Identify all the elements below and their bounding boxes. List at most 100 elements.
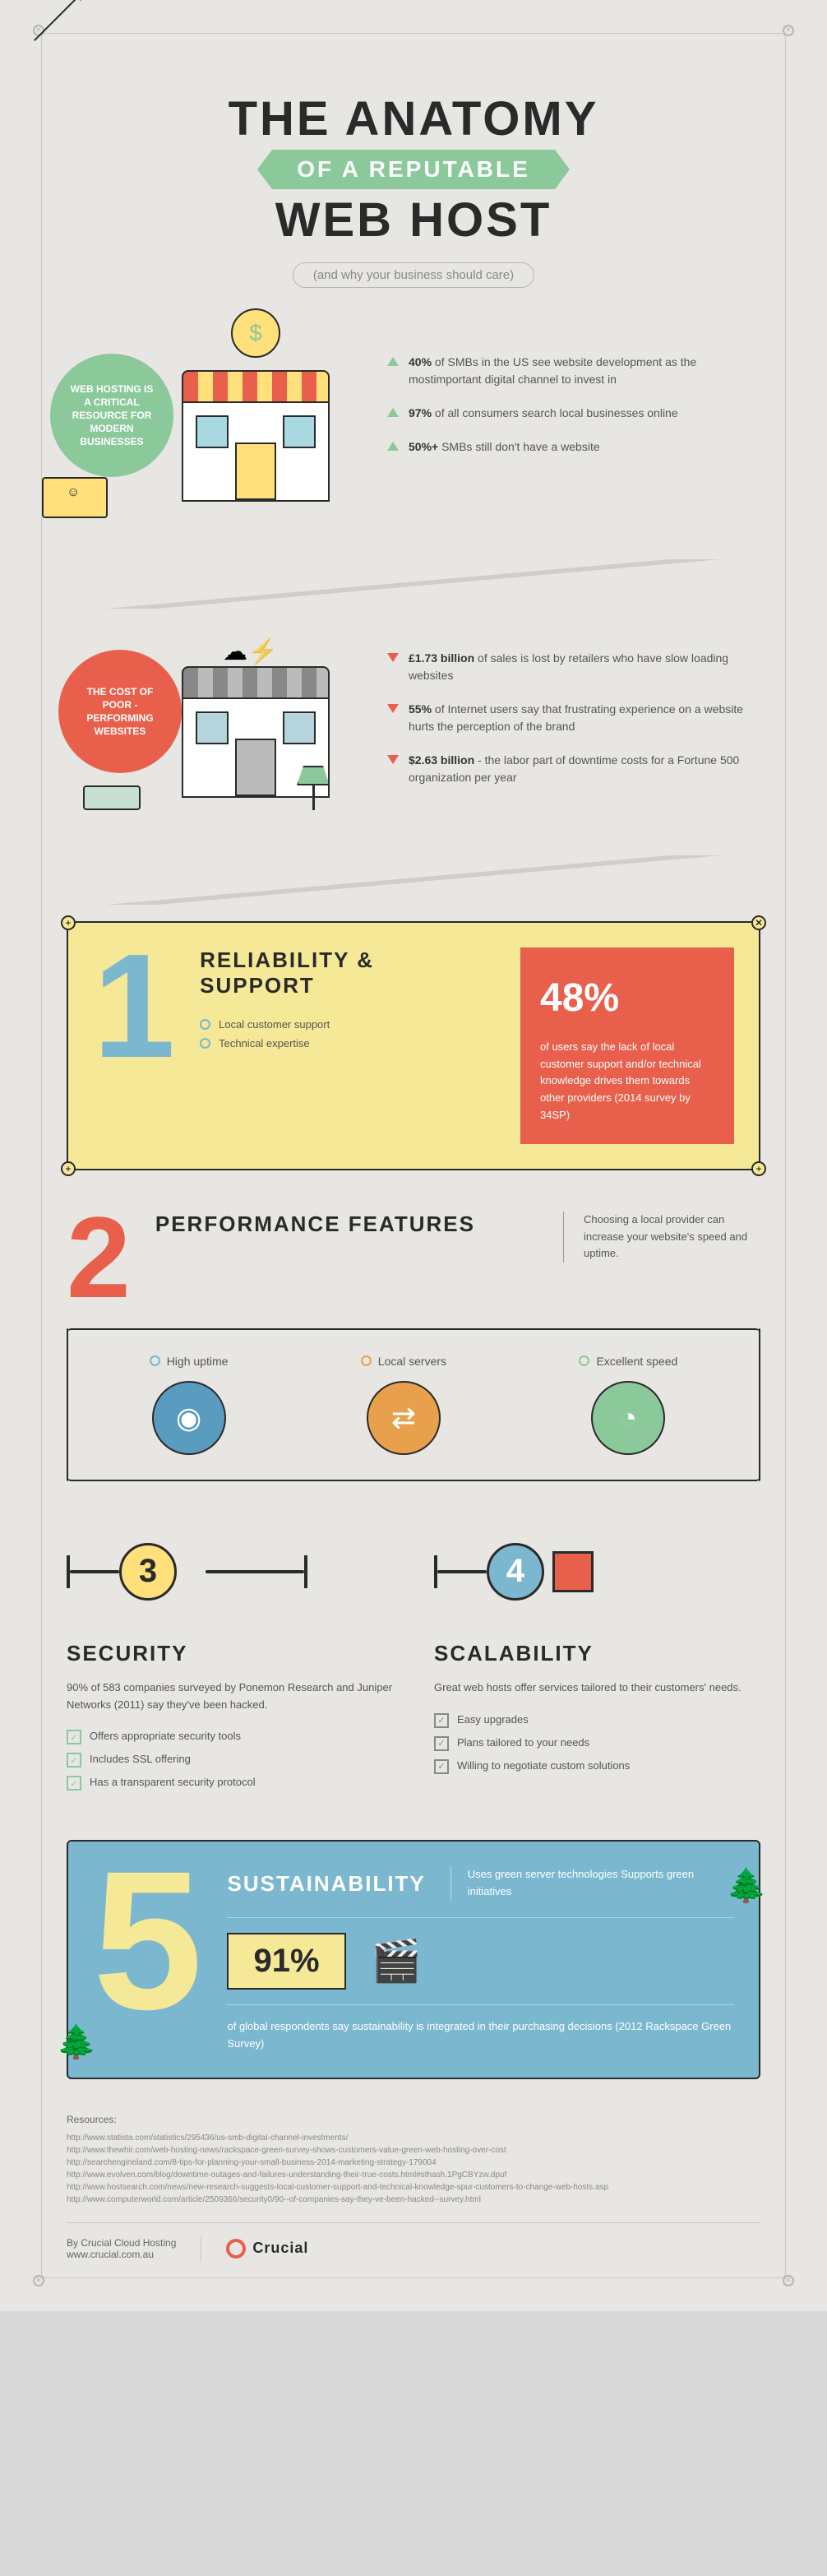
fact-text: 55% of Internet users say that frustrati… bbox=[409, 701, 760, 735]
section-4-desc: Great web hosts offer services tailored … bbox=[434, 1679, 760, 1697]
bullet-item: Local customer support bbox=[200, 1018, 496, 1031]
section-3-desc: 90% of 583 companies surveyed by Ponemon… bbox=[67, 1679, 393, 1714]
feature-icon: ◔ bbox=[591, 1381, 665, 1455]
intro-section-2: THE COST OF POOR - PERFORMING WEBSITES ☁… bbox=[67, 625, 760, 822]
section-number-4: 4 bbox=[487, 1543, 544, 1601]
brand-logo: Crucial bbox=[226, 2239, 308, 2259]
triangle-up-icon bbox=[387, 357, 399, 366]
bullet-item: Technical expertise bbox=[200, 1037, 496, 1049]
fact-item: 40% of SMBs in the US see website develo… bbox=[387, 354, 760, 388]
fact-item: 50%+ SMBs still don't have a website bbox=[387, 438, 760, 456]
title-banner: OF A REPUTABLE bbox=[272, 150, 555, 189]
triangle-down-icon bbox=[387, 704, 399, 713]
check-item: Offers appropriate security tools bbox=[67, 1730, 393, 1744]
fact-item: 97% of all consumers search local busine… bbox=[387, 405, 760, 422]
title-line3: WEB HOST bbox=[67, 192, 760, 248]
section-3-title: SECURITY bbox=[67, 1641, 393, 1666]
resources-heading: Resources: bbox=[67, 2112, 760, 2127]
section-number-1: 1 bbox=[93, 947, 175, 1144]
footer-byline: By Crucial Cloud Hosting bbox=[67, 2237, 176, 2249]
intro-section-1: $ WEB HOSTING IS A CRITICAL RESOURCE FOR… bbox=[67, 329, 760, 526]
infographic-page: THE ANATOMY OF A REPUTABLE WEB HOST (and… bbox=[0, 0, 827, 2311]
check-item: Willing to negotiate custom solutions bbox=[434, 1759, 760, 1774]
footer-url: www.crucial.com.au bbox=[67, 2249, 176, 2260]
check-item: Plans tailored to your needs bbox=[434, 1736, 760, 1751]
laptop-icon bbox=[42, 477, 108, 518]
corner-bolt-icon: + bbox=[61, 1161, 76, 1176]
section-number-2: 2 bbox=[67, 1212, 131, 1304]
check-item: Has a transparent security protocol bbox=[67, 1776, 393, 1791]
feature-icon: ◉ bbox=[152, 1381, 226, 1455]
triangle-up-icon bbox=[387, 442, 399, 451]
section-number-5: 5 bbox=[93, 1866, 202, 2052]
router-icon bbox=[83, 785, 141, 810]
fact-text: 97% of all consumers search local busine… bbox=[409, 405, 678, 422]
section-1-reliability: + ✕ + + 1 RELIABILITY & SUPPORT Local cu… bbox=[67, 921, 760, 1170]
section-number-3: 3 bbox=[119, 1543, 177, 1601]
lamp-icon bbox=[297, 766, 330, 810]
corner-screw-icon bbox=[33, 2275, 44, 2286]
storm-cloud-icon: ☁⚡ bbox=[223, 637, 278, 666]
storefront-icon bbox=[182, 370, 330, 502]
badge-cost-poor: THE COST OF POOR - PERFORMING WEBSITES bbox=[58, 650, 182, 773]
feature-label: High uptime bbox=[150, 1355, 229, 1368]
tagline: (and why your business should care) bbox=[293, 262, 534, 288]
triangle-up-icon bbox=[387, 408, 399, 417]
scale-box-icon bbox=[552, 1551, 594, 1592]
idea-bulb-icon: $ bbox=[231, 308, 280, 358]
fact-text: £1.73 billion of sales is lost by retail… bbox=[409, 650, 760, 684]
divider bbox=[42, 559, 785, 609]
section-3-security: 3 SECURITY 90% of 583 companies surveyed… bbox=[67, 1522, 393, 1800]
brand-name: Crucial bbox=[252, 2240, 308, 2257]
features-row: High uptime ◉ Local servers ⇄ Excellent spee… bbox=[67, 1328, 760, 1481]
resource-link: http://searchengineland.com/8-tips-for-p… bbox=[67, 2157, 760, 2169]
section-5-sustainability: 🌲 🌲 5 SUSTAINABILITY Uses green server t… bbox=[67, 1840, 760, 2078]
logo-mark-icon bbox=[226, 2239, 246, 2259]
feature-icon: ⇄ bbox=[367, 1381, 441, 1455]
footer: By Crucial Cloud Hosting www.crucial.com… bbox=[67, 2222, 760, 2261]
resource-link: http://www.computerworld.com/article/250… bbox=[67, 2194, 760, 2206]
title-line1: THE ANATOMY bbox=[67, 91, 760, 146]
badge-critical-resource: WEB HOSTING IS A CRITICAL RESOURCE FOR M… bbox=[50, 354, 173, 477]
fact-text: 50%+ SMBs still don't have a website bbox=[409, 438, 600, 456]
fact-text: 40% of SMBs in the US see website develo… bbox=[409, 354, 760, 388]
feature-item: Excellent speed ◔ bbox=[579, 1355, 677, 1455]
facts-list-positive: 40% of SMBs in the US see website develo… bbox=[387, 329, 760, 472]
corner-bolt-icon: ✕ bbox=[751, 915, 766, 930]
resource-link: http://www.hostsearch.com/news/new-resea… bbox=[67, 2181, 760, 2194]
resource-link: http://www.thewhir.com/web-hosting-news/… bbox=[67, 2144, 760, 2157]
feature-label: Local servers bbox=[361, 1355, 446, 1368]
triangle-down-icon bbox=[387, 755, 399, 764]
section-2-desc: Choosing a local provider can increase y… bbox=[563, 1212, 760, 1263]
content-frame: THE ANATOMY OF A REPUTABLE WEB HOST (and… bbox=[41, 33, 786, 2278]
corner-screw-icon bbox=[783, 25, 794, 36]
fact-item: $2.63 billion - the labor part of downti… bbox=[387, 752, 760, 786]
section-4-title: SCALABILITY bbox=[434, 1641, 760, 1666]
feature-item: High uptime ◉ bbox=[150, 1355, 229, 1455]
sections-3-4-row: 3 SECURITY 90% of 583 companies surveyed… bbox=[67, 1522, 760, 1800]
corner-screw-icon bbox=[783, 2275, 794, 2286]
corner-bolt-icon: + bbox=[751, 1161, 766, 1176]
illustration-store-bad: THE COST OF POOR - PERFORMING WEBSITES ☁… bbox=[67, 625, 363, 822]
section-5-title: SUSTAINABILITY bbox=[227, 1871, 425, 1897]
resource-link: http://www.evolven.com/blog/downtime-out… bbox=[67, 2169, 760, 2181]
director-chair-icon: 🎬 bbox=[371, 1937, 422, 1985]
divider bbox=[42, 855, 785, 905]
feature-label: Excellent speed bbox=[579, 1355, 677, 1368]
facts-list-negative: £1.73 billion of sales is lost by retail… bbox=[387, 625, 760, 803]
section-2-performance: 2 PERFORMANCE FEATURES Choosing a local … bbox=[67, 1212, 760, 1481]
section-5-footnote: of global respondents say sustainability… bbox=[227, 2018, 734, 2053]
section-5-subtitle: Uses green server technologies Supports … bbox=[450, 1866, 734, 1901]
section-4-scalability: 4 SCALABILITY Great web hosts offer serv… bbox=[434, 1522, 760, 1800]
fact-text: $2.63 billion - the labor part of downti… bbox=[409, 752, 760, 786]
check-item: Easy upgrades bbox=[434, 1713, 760, 1728]
stat-box-48: 48% of users say the lack of local custo… bbox=[520, 947, 734, 1144]
stat-text: of users say the lack of local customer … bbox=[540, 1039, 714, 1124]
illustration-store-good: $ WEB HOSTING IS A CRITICAL RESOURCE FOR… bbox=[67, 329, 363, 526]
triangle-down-icon bbox=[387, 653, 399, 662]
tree-icon: 🌲 bbox=[56, 2022, 97, 2061]
fact-item: 55% of Internet users say that frustrati… bbox=[387, 701, 760, 735]
stat-percent-91: 91% bbox=[227, 1933, 345, 1990]
stat-percent: 48% bbox=[540, 967, 714, 1031]
resource-link: http://www.statista.com/statistics/29543… bbox=[67, 2132, 760, 2144]
